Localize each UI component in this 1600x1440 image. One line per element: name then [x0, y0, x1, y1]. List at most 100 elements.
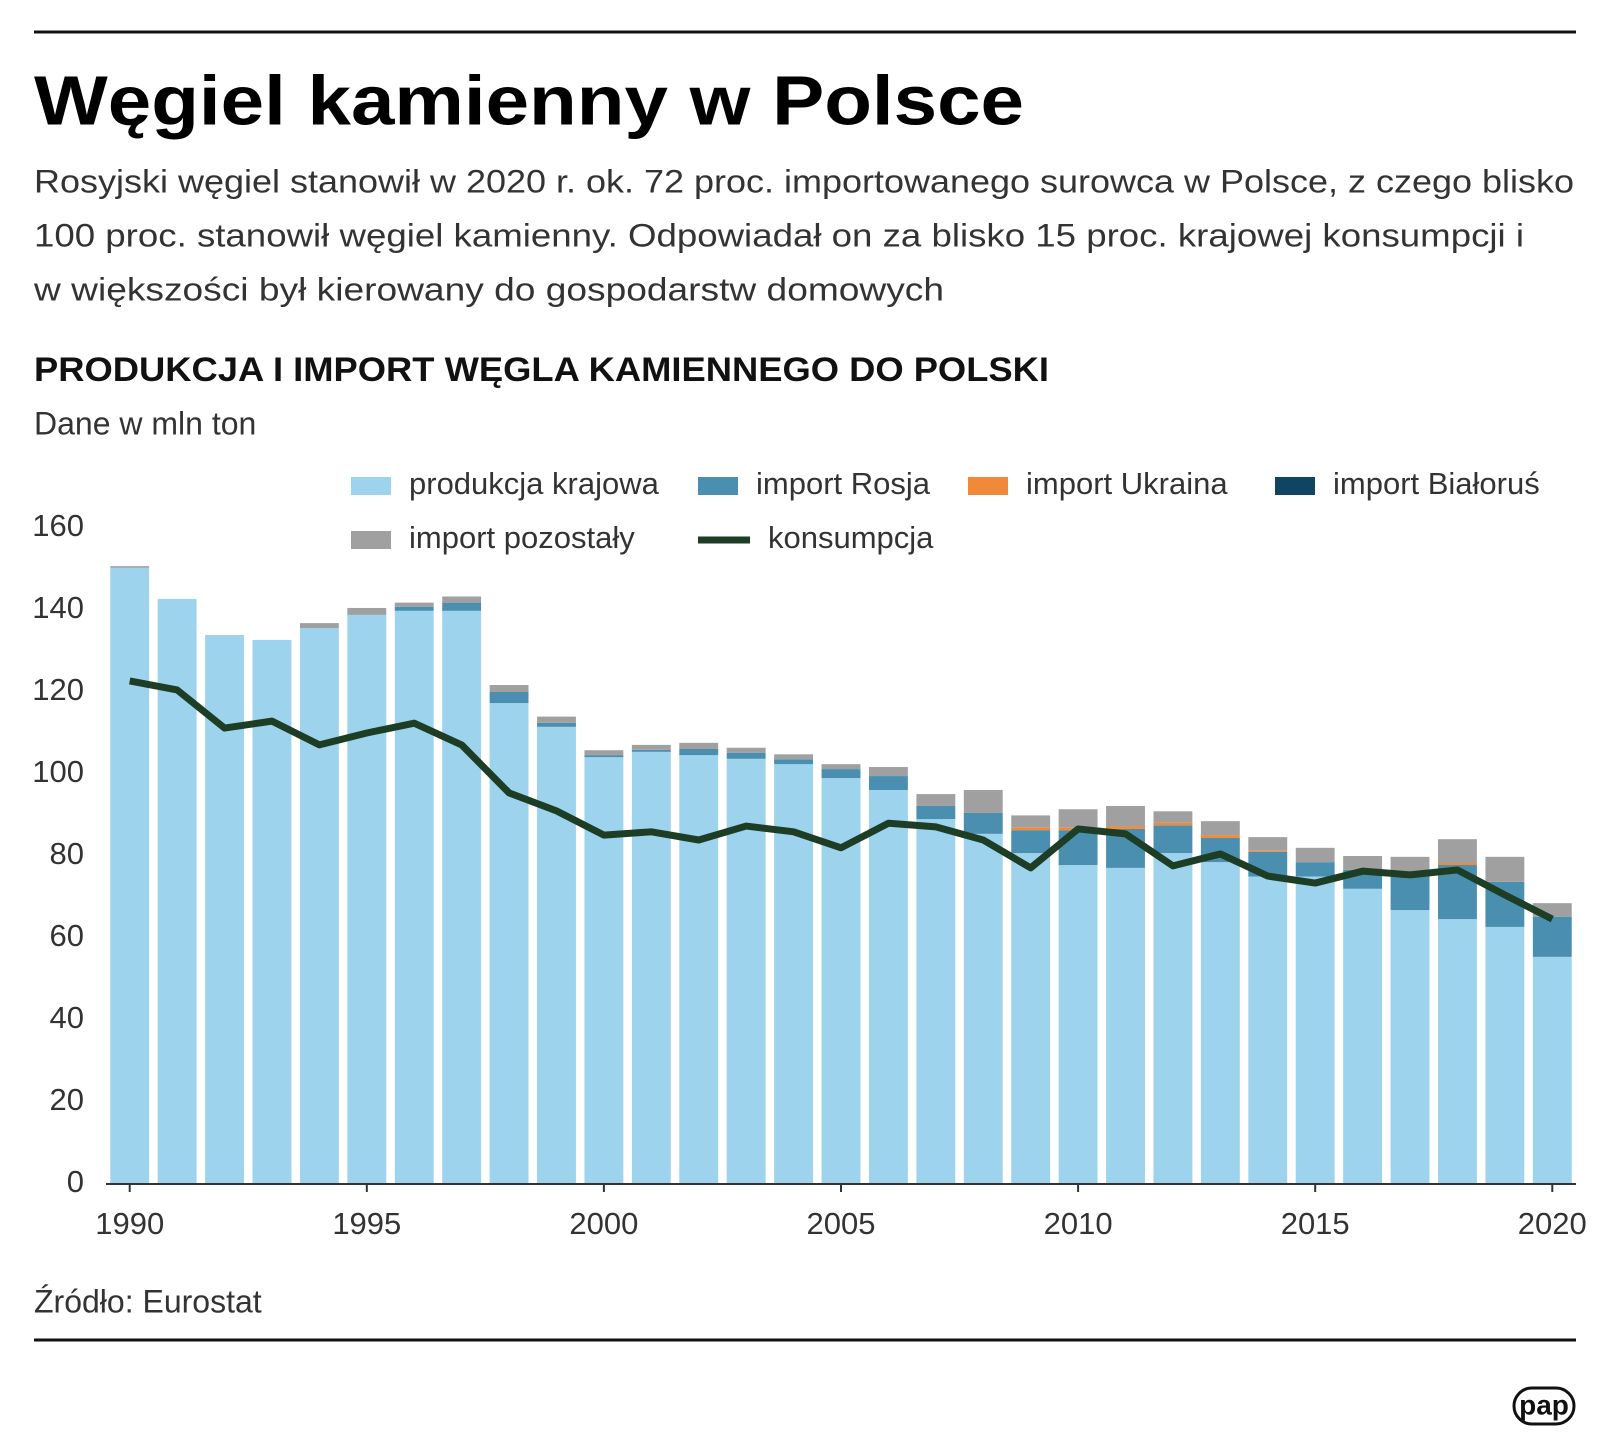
bar-segment [821, 769, 861, 779]
bar-segment [963, 833, 1003, 1184]
bar-segment [1058, 809, 1098, 828]
y-tick-label: 140 [32, 590, 84, 625]
bar-segment [537, 716, 576, 723]
bar-segment [868, 776, 908, 790]
x-tick-label: 2010 [1044, 1206, 1113, 1241]
bar-segment [1200, 835, 1240, 838]
y-tick-label: 20 [50, 1082, 84, 1117]
bar-segment [299, 628, 339, 1184]
bar-segment [1153, 853, 1193, 1184]
bar-segment [774, 754, 814, 760]
bar-segment [584, 757, 624, 1184]
bar-segment [868, 789, 908, 1184]
subtitle-line: Rosyjski węgiel stanowił w 2020 r. ok. 7… [34, 163, 1574, 199]
bar-segment [1011, 815, 1051, 828]
bar-segment [347, 607, 387, 615]
unit-label: Dane w mln ton [34, 405, 256, 441]
y-tick-label: 100 [32, 754, 84, 789]
bar-segment [1153, 811, 1193, 823]
bar-segment [584, 755, 624, 758]
y-tick-label: 80 [50, 836, 84, 871]
legend-swatch [351, 531, 391, 549]
x-tick-label: 2020 [1518, 1206, 1587, 1241]
line [129, 677, 1554, 923]
bar-segment [1438, 839, 1477, 863]
x-tick-label: 2000 [569, 1206, 638, 1241]
bar-segment [916, 819, 956, 1184]
bar-segment [1295, 847, 1335, 863]
bar-segment [963, 812, 1003, 834]
bar-segment [1390, 856, 1430, 872]
title: Węgiel kamienny w Polsce [34, 61, 1024, 139]
bar-segment [1532, 916, 1572, 957]
bar-segment [489, 685, 529, 692]
bar-segment [1106, 867, 1145, 1184]
chart-title: PRODUKCJA I IMPORT WĘGLA KAMIENNEGO DO P… [34, 351, 1049, 389]
bar-segment [347, 614, 387, 1184]
bar-segment [1485, 856, 1525, 882]
bar-segment [442, 610, 482, 1184]
bar-segment [584, 750, 624, 756]
logo: pap [1519, 1389, 1569, 1420]
bar-segment [1438, 919, 1477, 1184]
bar-segment [1106, 805, 1145, 827]
y-tick-label: 0 [67, 1164, 84, 1199]
x-tick-label: 1995 [332, 1206, 401, 1241]
legend-label: import pozostały [409, 520, 635, 555]
logo-badge [1512, 1386, 1576, 1426]
bar-segment [916, 794, 956, 806]
bar-segment [1200, 821, 1240, 836]
bar-segment [1343, 888, 1383, 1184]
y-tick-label: 40 [50, 1000, 84, 1035]
legend-swatch [1275, 477, 1315, 495]
bar-segment [110, 567, 150, 1184]
bar-segment [631, 744, 671, 750]
legend-label: import Białoruś [1333, 466, 1540, 501]
bar-segment [726, 752, 766, 759]
legend-swatch [351, 477, 391, 495]
bar-segment [679, 748, 719, 756]
bar-segment [679, 755, 719, 1184]
bar-segment [1295, 876, 1335, 1184]
bar-segment [1295, 862, 1335, 877]
bar-segment [1153, 822, 1193, 826]
bar-segment [963, 789, 1003, 813]
bar-segment [631, 751, 671, 1184]
bar-segment [299, 623, 339, 629]
bar-segment [1011, 827, 1051, 831]
source: Źródło: Eurostat [34, 1283, 262, 1319]
bar-segment [489, 692, 529, 704]
bar-segment [537, 726, 576, 1184]
bar-segment [394, 602, 434, 607]
bar-segment [1058, 830, 1098, 866]
bar-segment [1011, 853, 1051, 1184]
bar-segment [868, 767, 908, 777]
bar-segment [1011, 830, 1051, 854]
bar-segment [1248, 837, 1288, 851]
bar-segment [821, 764, 861, 770]
bar-segment [394, 610, 434, 1184]
bar-segment [1532, 956, 1572, 1184]
legend-label: import Ukraina [1026, 466, 1228, 501]
bar-segment [1248, 850, 1288, 852]
legend-swatch [698, 477, 738, 495]
y-tick-label: 160 [32, 508, 84, 543]
bar-segment [110, 566, 150, 568]
bar-segment [726, 747, 766, 753]
bar-segment [394, 606, 434, 611]
bar-segment [679, 742, 719, 749]
legend-label: import Rosja [756, 466, 931, 501]
y-tick-label: 60 [50, 918, 84, 953]
bar-segment [916, 805, 956, 820]
subtitle-line: 100 proc. stanowił węgiel kamienny. Odpo… [34, 217, 1524, 253]
bar-segment [1153, 825, 1193, 854]
bar-segment [537, 722, 576, 727]
legend-label: konsumpcja [768, 520, 934, 555]
bar-segment [631, 749, 671, 752]
bar-segment [1106, 826, 1145, 829]
bar-segment [442, 596, 482, 603]
x-tick-label: 2005 [807, 1206, 876, 1241]
bar-segment [442, 602, 482, 611]
y-tick-label: 120 [32, 672, 84, 707]
